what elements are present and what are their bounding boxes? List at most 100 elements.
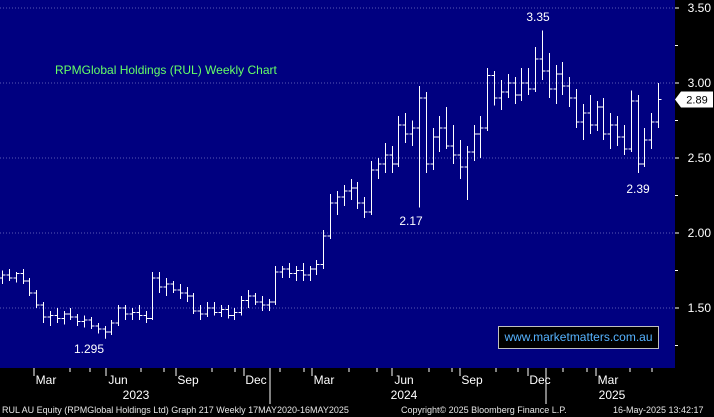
ohlc-bar xyxy=(594,101,601,131)
ohlc-bar xyxy=(170,281,177,293)
ohlc-bar xyxy=(47,311,54,326)
last-price-marker: 2.89 xyxy=(675,91,713,108)
last-price-label: 2.89 xyxy=(686,95,707,107)
x-tick-label: Mar xyxy=(314,373,335,387)
x-tick-label: Sep xyxy=(461,373,483,387)
plot-background xyxy=(0,0,675,368)
ohlc-bar xyxy=(450,125,457,164)
y-axis-band xyxy=(675,0,714,404)
x-axis-band xyxy=(0,368,675,404)
year-label: 2024 xyxy=(391,388,418,402)
x-tick-label: Jun xyxy=(394,373,413,387)
ohlc-bar xyxy=(409,120,416,146)
footer-copyright: Copyright© 2025 Bloomberg Finance L.P. xyxy=(401,405,567,415)
ohlc-bar xyxy=(0,270,6,284)
ohlc-bar xyxy=(546,53,553,98)
ohlc-bar xyxy=(368,161,375,215)
ohlc-bar xyxy=(40,302,47,323)
x-axis-ticks: Mar Jun Sep Dec Mar Jun Sep Dec Mar xyxy=(33,368,653,387)
ohlc-bar xyxy=(259,296,266,311)
ohlc-bar xyxy=(491,71,498,106)
year-labels: 2023 2024 2025 xyxy=(123,368,626,404)
price-annotations: 3.35 2.17 2.39 1.295 xyxy=(74,10,650,356)
ohlc-bar xyxy=(457,140,464,179)
y-tick-label: 3.00 xyxy=(688,76,712,90)
ohlc-bar xyxy=(61,311,68,325)
y-tick-label: 2.00 xyxy=(688,226,712,240)
ohlc-bar xyxy=(300,263,307,281)
ohlc-bar xyxy=(122,305,129,320)
ohlc-bar xyxy=(163,278,170,296)
ohlc-bar xyxy=(641,128,648,167)
ohlc-bar xyxy=(423,92,430,173)
ohlc-bar xyxy=(238,296,245,316)
ohlc-bar xyxy=(286,263,293,278)
ohlc-bar xyxy=(395,116,402,167)
ohlc-bar xyxy=(348,179,355,200)
x-tick-label: Dec xyxy=(529,373,550,387)
chart-title: RPMGlobal Holdings (RUL) Weekly Chart xyxy=(55,63,278,77)
ohlc-bar xyxy=(580,104,587,140)
ohlc-bar xyxy=(102,326,109,339)
ohlc-bar xyxy=(382,143,389,173)
y-tick-label: 2.50 xyxy=(688,151,712,165)
ohlc-bar xyxy=(430,128,437,170)
ohlc-bar xyxy=(525,68,532,95)
footer-bar: RUL AU Equity (RPMGlobal Holdings Ltd) G… xyxy=(0,404,714,417)
ohlc-bar xyxy=(143,311,150,323)
ohlc-bar xyxy=(136,305,143,320)
y-tick-label: 3.50 xyxy=(688,1,712,15)
x-tick-label: Sep xyxy=(177,373,199,387)
ohlc-bar xyxy=(245,290,252,308)
ohlc-bar xyxy=(416,86,423,208)
ohlc-bar xyxy=(389,146,396,173)
annotation-label: 2.39 xyxy=(626,182,650,196)
ohlc-bar xyxy=(279,266,286,278)
ohlc-bar xyxy=(108,320,115,335)
ohlc-bar xyxy=(512,77,519,104)
ohlc-bar xyxy=(566,77,573,107)
ohlc-bar xyxy=(621,125,628,155)
footer-timestamp: 16-May-2025 13:42:17 xyxy=(613,405,704,415)
ohlc-bar xyxy=(156,272,163,293)
candles xyxy=(0,30,662,339)
ohlc-bar xyxy=(436,116,443,152)
ohlc-bar xyxy=(518,68,525,101)
ohlc-bar xyxy=(293,266,300,281)
year-label: 2023 xyxy=(123,388,150,402)
ohlc-bar xyxy=(505,74,512,98)
ohlc-bar xyxy=(341,185,348,206)
annotation-label: 1.295 xyxy=(74,342,104,356)
ohlc-bar xyxy=(115,305,122,326)
ohlc-bar xyxy=(573,89,580,128)
ohlc-bar xyxy=(20,269,27,284)
ohlc-bar xyxy=(477,116,484,158)
ohlc-bar xyxy=(361,197,368,218)
annotation-label: 2.17 xyxy=(399,214,423,228)
ohlc-bar xyxy=(443,107,450,149)
ohlc-bar xyxy=(553,65,560,104)
ohlc-bar xyxy=(33,290,40,308)
ohlc-bar xyxy=(628,90,635,152)
year-label: 2025 xyxy=(599,388,626,402)
ohlc-bar xyxy=(252,293,259,305)
ohlc-bar xyxy=(327,194,334,239)
ohlc-bar xyxy=(204,302,211,317)
ohlc-bar xyxy=(149,272,156,320)
ohlc-bar xyxy=(648,113,655,149)
ohlc-bar xyxy=(313,260,320,275)
x-tick-label: Mar xyxy=(598,373,619,387)
ohlc-bar xyxy=(464,146,471,200)
ohlc-bar xyxy=(184,287,191,302)
ohlc-bar xyxy=(81,315,88,328)
ohlc-bar xyxy=(177,284,184,299)
ohlc-bar xyxy=(67,308,74,320)
ohlc-bar xyxy=(225,305,232,319)
ohlc-bar xyxy=(600,98,607,140)
ohlc-bar xyxy=(211,302,218,316)
ohlc-bar xyxy=(231,308,238,320)
x-tick-label: Dec xyxy=(245,373,266,387)
ohlc-bar xyxy=(88,317,95,329)
ohlc-bar xyxy=(6,269,13,281)
ohlc-bar xyxy=(375,158,382,179)
